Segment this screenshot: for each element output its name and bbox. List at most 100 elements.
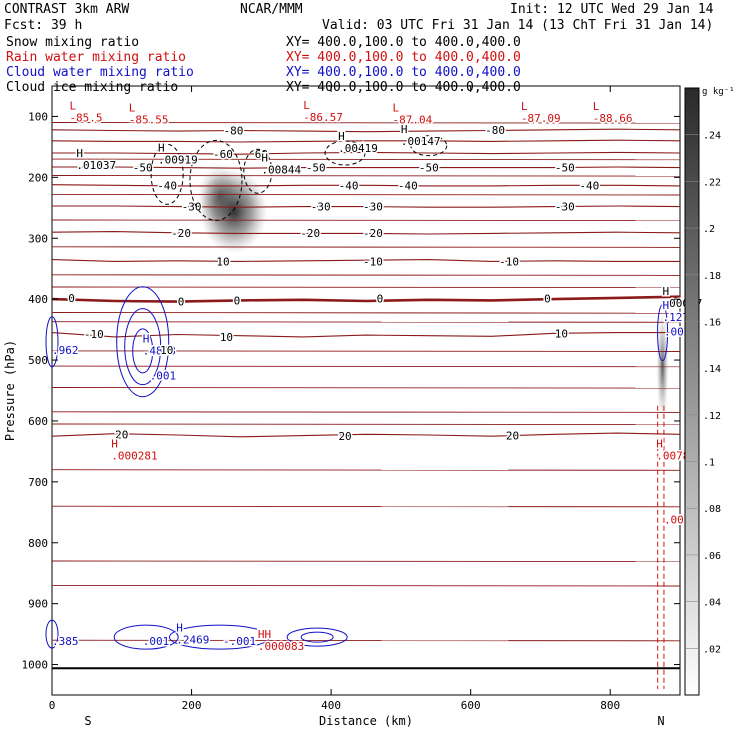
colorbar-tick-label: .04 [703,598,721,609]
cloud-ice-contour [324,140,366,166]
isotherm-label: -30 [363,201,383,214]
isotherm-contour [51,193,681,196]
y-axis-label: Pressure (hPa) [3,340,17,441]
colorbar [684,87,700,696]
isotherm-contour [51,411,681,413]
isotherm-label: -10 [363,255,383,268]
colorbar-tick-label: .06 [703,551,721,562]
isotherm-label: 0 [544,293,551,306]
isotherm-contour [52,205,681,208]
extremum-marker: L [303,99,310,112]
cloud-water-contour [132,328,154,374]
isotherm-label: -50 [419,162,439,175]
isotherm-contour [51,139,681,143]
contour-value-label: -.001 [223,635,256,648]
cloud-ice-contour [150,143,184,205]
plot-frame [51,85,681,696]
isotherm-contour [51,423,681,426]
cloud-water-contour [113,624,179,650]
cloud-water-contour [300,631,334,643]
field-rain-xy: XY= 400.0,100.0 to 400.0,400.0 [286,50,521,65]
isotherm-label: -60 [213,148,233,161]
field-cloudwater-xy: XY= 400.0,100.0 to 400.0,400.0 [286,65,521,80]
isotherm-label: -80 [485,124,505,137]
extremum-value: -85.5 [69,111,102,124]
extremum-value: -86.57 [303,111,343,124]
contour-value-label: .962 [52,344,79,357]
extremum-marker: H [261,151,268,164]
field-snow-label: Snow mixing ratio [6,35,140,50]
extremum-marker: H [401,123,408,136]
isotherm-label: -30 [555,201,575,214]
extremum-marker: HH [258,628,271,641]
extremum-marker: H [663,285,670,298]
isotherm-contour [51,321,681,323]
cloud-water-contour [124,308,162,386]
extremum-value: .00919 [158,154,198,167]
colorbar-tick-label: .12 [703,411,721,422]
isotherm-label: -20 [300,227,320,240]
extremum-value: .00844 [261,163,301,176]
isotherm-contour [51,158,681,161]
isotherm-label: 10 [216,255,229,268]
x-start-label: S [84,714,91,728]
x-tick-label: 400 [321,699,341,712]
y-tick-label: 600 [28,415,48,428]
isotherm-contour [51,432,681,438]
isotherm-contour [51,584,681,587]
colorbar-tick-label: .16 [703,317,721,328]
isotherm-label: 0 [68,292,75,305]
extremum-value: .000083 [258,640,304,653]
isotherm-label: -50 [555,162,575,175]
isotherm-label: -40 [157,179,177,192]
cloud-water-contour [45,619,59,649]
isotherm-contour [52,151,681,155]
isotherm-contour [51,365,681,368]
isotherm-contour [51,332,680,338]
isotherm-contour [51,246,681,248]
extremum-value: .000281 [111,449,157,462]
isotherm-contour [51,505,681,508]
isotherm-label: 10 [555,327,568,340]
extremum-marker: H [176,621,183,634]
isotherm-contour [52,166,681,169]
y-tick-label: 500 [28,354,48,367]
extremum-marker: L [521,100,528,113]
y-tick-label: 700 [28,476,48,489]
extremum-marker: H [656,437,663,450]
contour-value-label: .385 [52,635,79,648]
isotherm-contour [51,295,681,303]
isotherm-label: 0 [178,296,185,309]
isotherm-contour [51,128,681,133]
x-tick-label: 600 [461,699,481,712]
isotherm-contour [51,312,681,314]
x-end-label: N [657,714,664,728]
isotherm-contour [51,184,681,187]
field-snow-xy: XY= 400.0,100.0 to 400.0,400.0 [286,35,521,50]
colorbar-tick-label: .08 [703,504,721,515]
isotherm-contour [51,274,681,276]
extremum-marker: H [111,437,118,450]
colorbar-tick-label: .1 [703,458,715,469]
field-rain-label: Rain water mixing ratio [6,50,187,65]
colorbar-tick-label: .14 [703,364,721,375]
isotherm-label: -50 [133,162,153,175]
cloud-ice-contour [410,135,448,157]
extremum-marker: H [76,147,83,160]
isotherm-label: -40 [339,179,359,192]
isotherm-label: 60 [255,148,268,161]
colorbar-tick-label: .24 [703,131,721,142]
model-title: CONTRAST 3km ARW [4,2,130,17]
extremum-marker: L [393,101,400,114]
snow-shading-upper-core [197,165,242,226]
isotherm-contour [51,259,680,262]
isotherm-contour [51,639,681,642]
isotherm-contour [51,350,681,352]
extremum-value: -87.04 [393,113,433,126]
isotherm-contour [51,175,681,177]
extremum-value: .00419 [338,142,378,155]
isotherm-label: 20 [338,430,351,443]
isotherm-contour [51,231,681,235]
field-cloudwater-label: Cloud water mixing ratio [6,65,194,80]
extremum-marker: L [593,100,600,113]
